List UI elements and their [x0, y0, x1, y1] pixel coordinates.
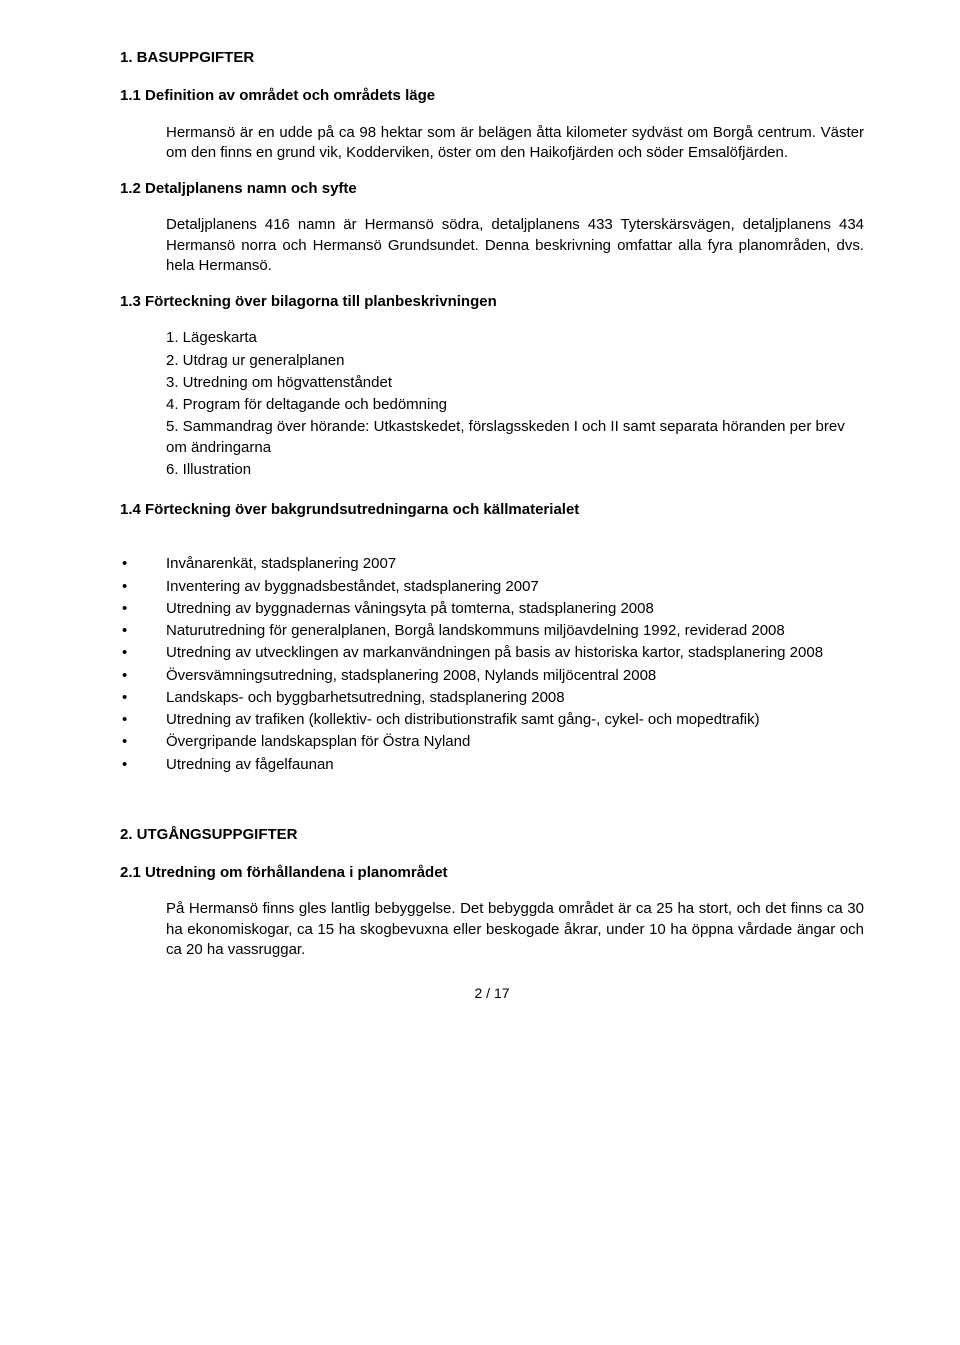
page-number: 2 / 17: [120, 984, 864, 1003]
paragraph-1-2: Detaljplanens 416 namn är Hermansö södra…: [166, 215, 864, 276]
bullet-icon: •: [120, 732, 166, 752]
heading-2-1: 2.1 Utredning om förhållandena i planomr…: [120, 863, 864, 883]
list-item: 5. Sammandrag över hörande: Utkastskedet…: [166, 417, 864, 458]
list-item: •Invånarenkät, stadsplanering 2007: [120, 554, 864, 574]
list-item: •Utredning av byggnadernas våningsyta på…: [120, 599, 864, 619]
heading-1-1: 1.1 Definition av området och områdets l…: [120, 86, 864, 106]
list-item: •Utredning av utvecklingen av markanvänd…: [120, 643, 864, 663]
list-item-text: Utredning av byggnadernas våningsyta på …: [166, 599, 864, 619]
bullet-icon: •: [120, 554, 166, 574]
list-item: 6. Illustration: [166, 460, 864, 480]
section-2-heading: 2. UTGÅNGSUPPGIFTER: [120, 825, 864, 845]
list-item: 4. Program för deltagande och bedömning: [166, 395, 864, 415]
list-item-text: Översvämningsutredning, stadsplanering 2…: [166, 666, 864, 686]
heading-1-3: 1.3 Förteckning över bilagorna till plan…: [120, 292, 864, 312]
list-item: 1. Lägeskarta: [166, 328, 864, 348]
bullet-icon: •: [120, 621, 166, 641]
heading-1-2: 1.2 Detaljplanens namn och syfte: [120, 179, 864, 199]
list-item-text: Inventering av byggnadsbeståndet, stadsp…: [166, 577, 864, 597]
list-item: •Utredning av trafiken (kollektiv- och d…: [120, 710, 864, 730]
list-item: 3. Utredning om högvattenståndet: [166, 373, 864, 393]
bullet-icon: •: [120, 599, 166, 619]
numbered-list-1-3: 1. Lägeskarta 2. Utdrag ur generalplanen…: [166, 328, 864, 480]
section-1-heading: 1. BASUPPGIFTER: [120, 48, 864, 68]
paragraph-2-1: På Hermansö finns gles lantlig bebyggels…: [166, 899, 864, 960]
heading-1-4: 1.4 Förteckning över bakgrundsutredninga…: [120, 500, 864, 520]
list-item-text: Invånarenkät, stadsplanering 2007: [166, 554, 864, 574]
paragraph-1-1: Hermansö är en udde på ca 98 hektar som …: [166, 123, 864, 164]
bullet-icon: •: [120, 666, 166, 686]
list-item: •Inventering av byggnadsbeståndet, stads…: [120, 577, 864, 597]
list-item: •Utredning av fågelfaunan: [120, 755, 864, 775]
list-item-text: Naturutredning för generalplanen, Borgå …: [166, 621, 864, 641]
list-item-text: Utredning av trafiken (kollektiv- och di…: [166, 710, 864, 730]
bullet-icon: •: [120, 577, 166, 597]
list-item-text: Landskaps- och byggbarhetsutredning, sta…: [166, 688, 864, 708]
bullet-icon: •: [120, 755, 166, 775]
list-item: •Landskaps- och byggbarhetsutredning, st…: [120, 688, 864, 708]
bullet-icon: •: [120, 710, 166, 730]
list-item: •Översvämningsutredning, stadsplanering …: [120, 666, 864, 686]
list-item: 2. Utdrag ur generalplanen: [166, 351, 864, 371]
list-item-text: Övergripande landskapsplan för Östra Nyl…: [166, 732, 864, 752]
bullet-icon: •: [120, 643, 166, 663]
list-item: •Naturutredning för generalplanen, Borgå…: [120, 621, 864, 641]
list-item-text: Utredning av utvecklingen av markanvändn…: [166, 643, 864, 663]
bullet-icon: •: [120, 688, 166, 708]
list-item: •Övergripande landskapsplan för Östra Ny…: [120, 732, 864, 752]
bullet-list-1-4: •Invånarenkät, stadsplanering 2007 •Inve…: [120, 554, 864, 775]
list-item-text: Utredning av fågelfaunan: [166, 755, 864, 775]
